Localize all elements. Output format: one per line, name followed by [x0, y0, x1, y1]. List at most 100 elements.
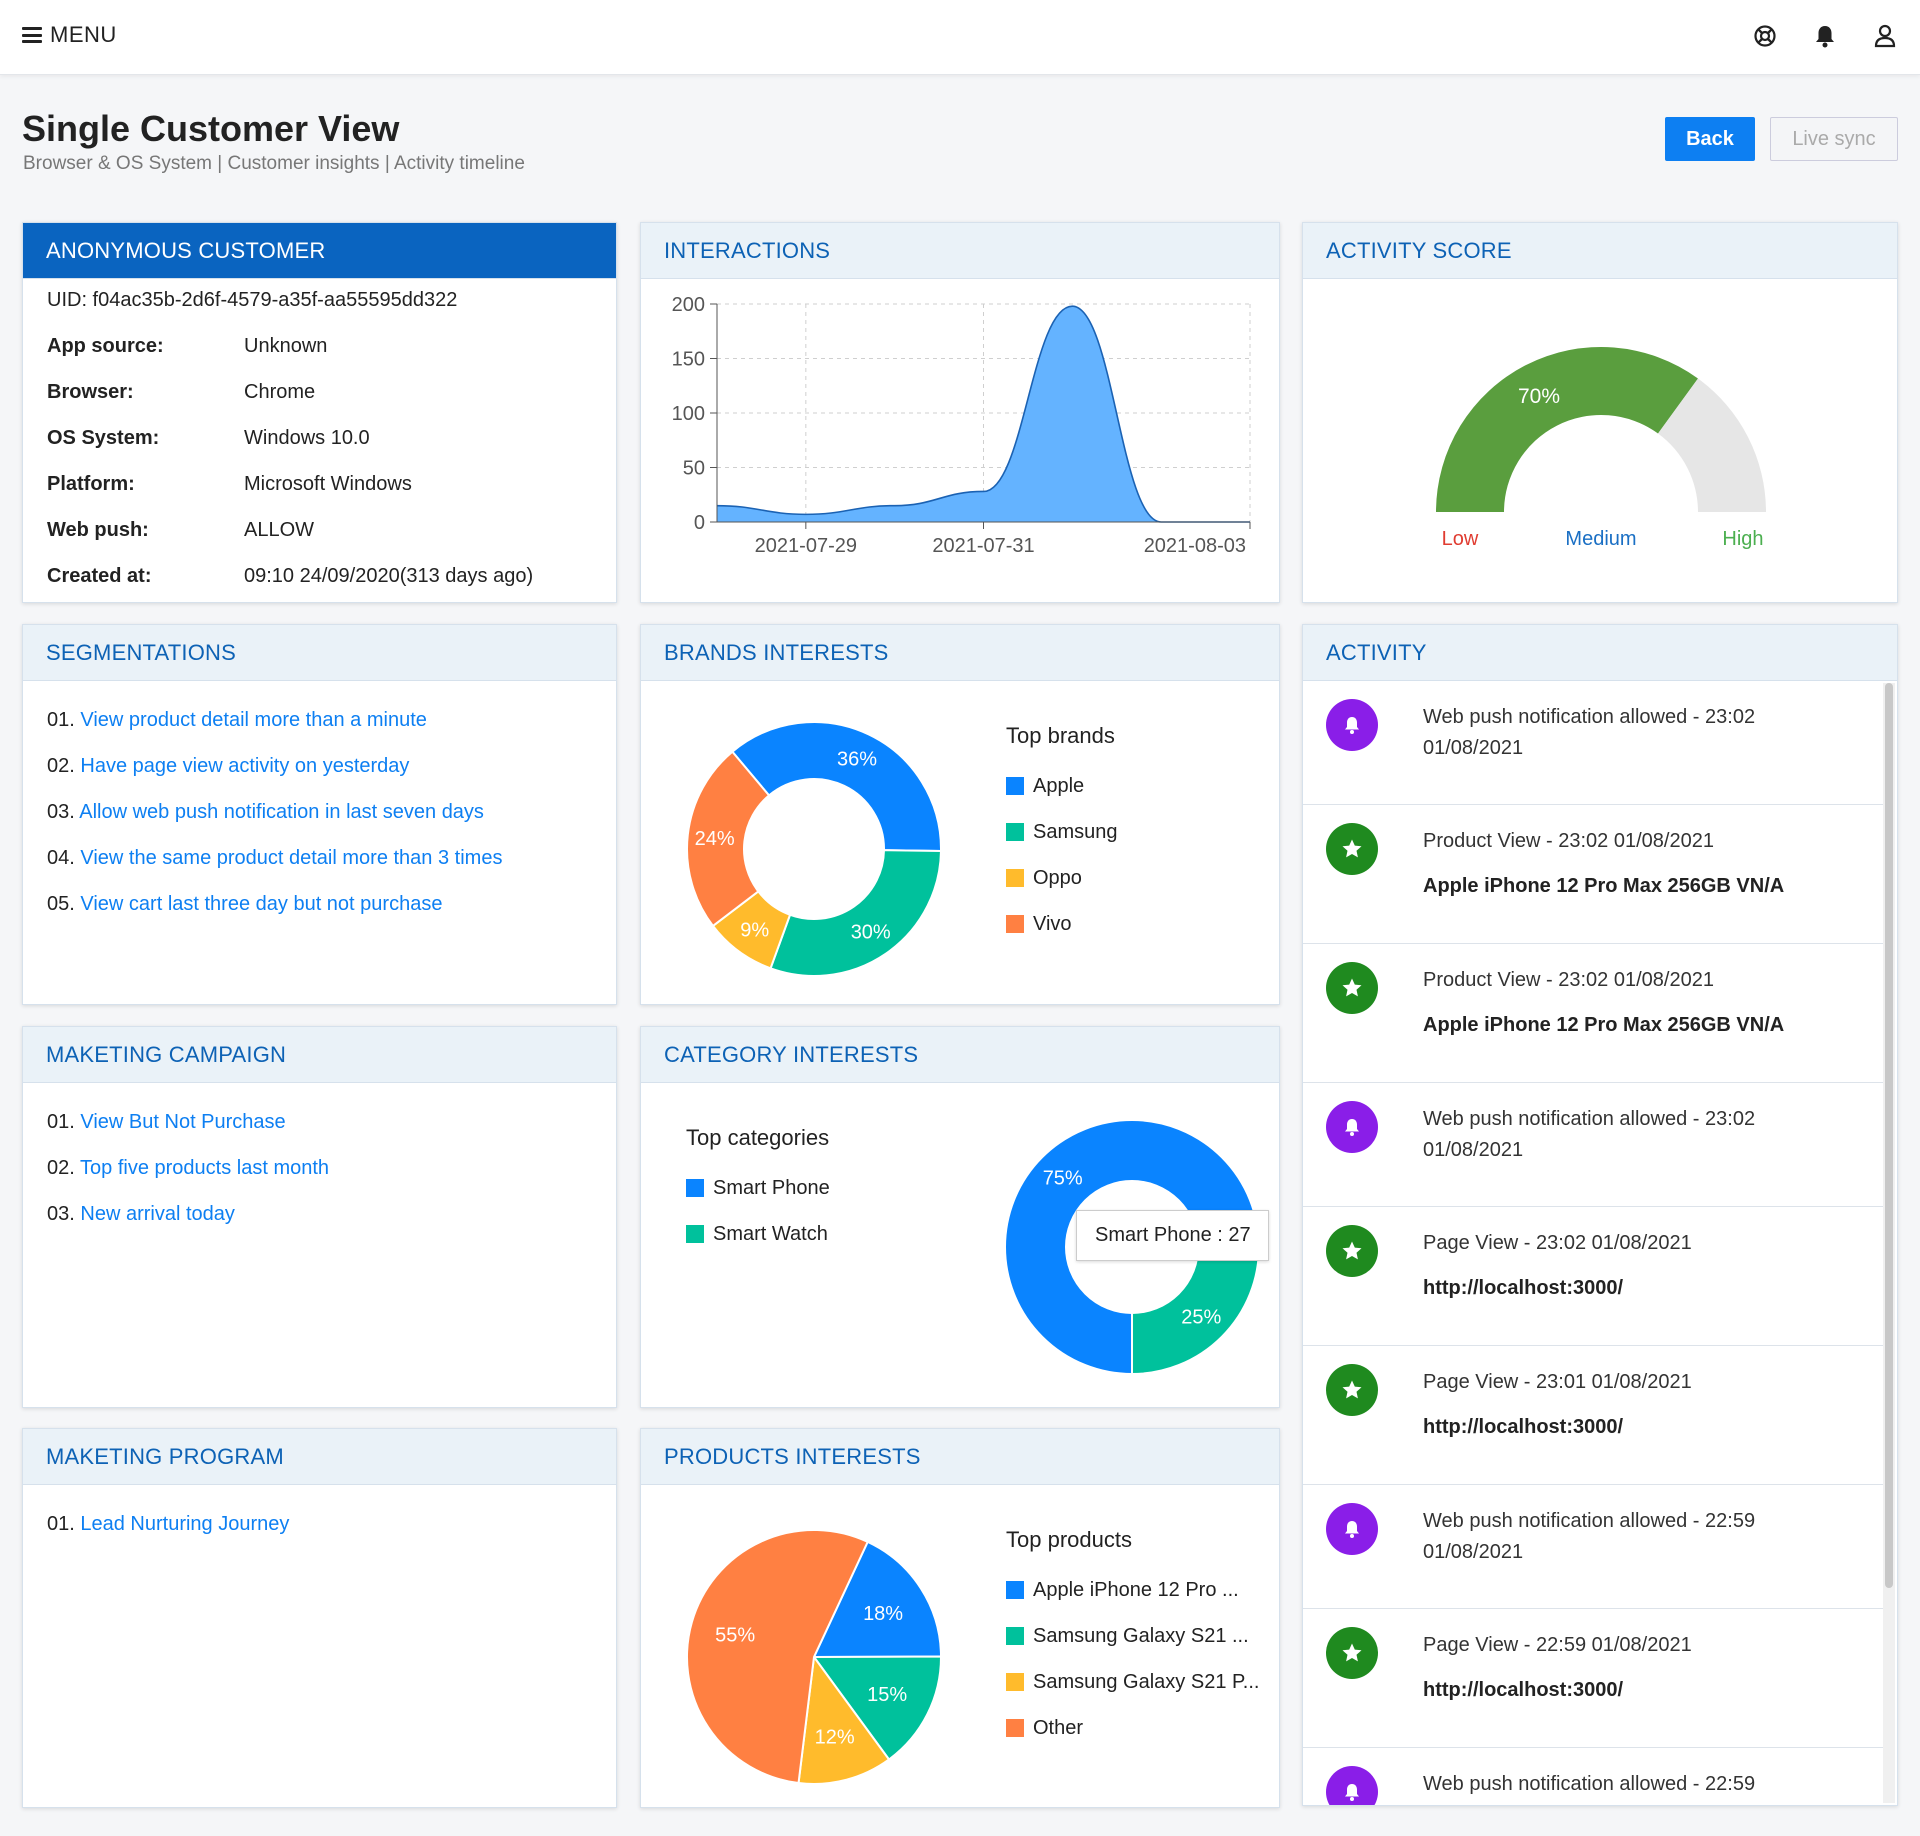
campaign-link[interactable]: View But Not Purchase — [80, 1111, 286, 1133]
legend-item[interactable]: Samsung Galaxy S21 P... — [1006, 1659, 1259, 1705]
info-key: Browser: — [47, 381, 134, 403]
x-tick-label: 2021-07-31 — [932, 535, 1034, 557]
legend-label: Samsung Galaxy S21 P... — [1033, 1670, 1260, 1693]
activity-item[interactable]: Product View - 23:02 01/08/2021 Apple iPh… — [1303, 805, 1883, 944]
campaign-link[interactable]: Top five products last month — [80, 1157, 330, 1179]
activity-text: Product View - 23:02 01/08/2021 — [1423, 969, 1714, 991]
interactions-line — [716, 305, 1250, 523]
activity-gauge: 70% Low Medium High — [1436, 347, 1766, 550]
support-icon[interactable] — [1752, 22, 1778, 50]
activity-feed[interactable]: Web push notification allowed - 23:02 01… — [1303, 681, 1883, 1805]
star-icon — [1326, 823, 1378, 875]
categories-donut-chart: 75% 25% — [1004, 1119, 1261, 1376]
segment-link[interactable]: Allow web push notification in last seve… — [79, 801, 484, 823]
item-number: 02. — [47, 755, 75, 777]
categories-card: CATEGORY INTERESTS Top categories Smart … — [640, 1026, 1280, 1408]
info-row-browser: Browser: Chrome — [47, 381, 315, 404]
info-value: Unknown — [244, 335, 328, 357]
segment-link[interactable]: View cart last three day but not purchas… — [80, 893, 443, 915]
gauge-label: Medium — [1565, 528, 1636, 550]
legend-item[interactable]: Smart Watch — [686, 1211, 830, 1257]
star-icon — [1326, 1627, 1378, 1679]
activity-item[interactable]: Page View - 22:59 01/08/2021 http://local… — [1303, 1609, 1883, 1748]
activity-text: Web push notification allowed - 23:02 01… — [1423, 706, 1756, 759]
menu-button[interactable]: MENU — [22, 22, 117, 48]
activity-text: Web push notification allowed - 23:02 01… — [1423, 1108, 1756, 1161]
activity-detail: Apple iPhone 12 Pro Max 256GB VN/A — [1423, 1014, 1785, 1036]
info-row-web-push: Web push: ALLOW — [47, 519, 314, 542]
activity-item[interactable]: Web push notification allowed - 22:59 01… — [1303, 1748, 1883, 1805]
back-button[interactable]: Back — [1665, 117, 1755, 161]
pie-slice — [686, 750, 771, 928]
segment-link[interactable]: Have page view activity on yesterday — [80, 755, 410, 777]
legend-swatch — [1006, 1719, 1024, 1737]
list-item: 02. Have page view activity on yesterday — [47, 743, 502, 789]
info-row-app-source: App source: Unknown — [47, 335, 327, 358]
item-number: 03. — [47, 1203, 75, 1225]
customer-card: ANONYMOUS CUSTOMER UID: f04ac35b-2d6f-45… — [22, 222, 617, 603]
item-number: 01. — [47, 1111, 75, 1133]
legend-item[interactable]: Samsung Galaxy S21 ... — [1006, 1613, 1259, 1659]
activity-scrollbar[interactable] — [1883, 683, 1895, 1803]
activity-item[interactable]: Web push notification allowed - 23:02 01… — [1303, 1083, 1883, 1207]
legend-label: Samsung Galaxy S21 ... — [1033, 1624, 1249, 1647]
legend-item[interactable]: Oppo — [1006, 855, 1118, 901]
bell-icon — [1326, 1503, 1378, 1555]
legend-label: Vivo — [1033, 912, 1072, 935]
slice-label: 12% — [815, 1726, 855, 1748]
info-value: 09:10 24/09/2020(313 days ago) — [244, 565, 534, 587]
legend-item[interactable]: Apple iPhone 12 Pro ... — [1006, 1567, 1259, 1613]
legend-item[interactable]: Smart Phone — [686, 1165, 830, 1211]
activity-item[interactable]: Web push notification allowed - 22:59 01… — [1303, 1485, 1883, 1609]
list-item: 01. View product detail more than a minu… — [47, 697, 502, 743]
interactions-card-title: INTERACTIONS — [641, 223, 1279, 279]
info-value: Chrome — [244, 381, 316, 403]
segment-link[interactable]: View the same product detail more than 3… — [80, 847, 503, 869]
program-link[interactable]: Lead Nurturing Journey — [80, 1513, 290, 1535]
activity-text: Page View - 23:01 01/08/2021 — [1423, 1371, 1692, 1393]
list-item: 05. View cart last three day but not pur… — [47, 881, 502, 927]
star-icon — [1326, 962, 1378, 1014]
y-tick-label: 100 — [672, 403, 705, 425]
interactions-card: INTERACTIONS 0 50 100 150 200 2021-07-29 2021-… — [640, 222, 1280, 603]
legend-label: Samsung — [1033, 820, 1118, 843]
legend-item[interactable]: Samsung — [1006, 809, 1118, 855]
products-card-title: PRODUCTS INTERESTS — [641, 1429, 1279, 1485]
categories-legend: Top categories Smart Phone Smart Watch — [686, 1125, 830, 1257]
user-icon[interactable] — [1872, 22, 1898, 50]
top-icons — [1752, 22, 1898, 50]
bell-icon — [1326, 1101, 1378, 1153]
list-item: 04. View the same product detail more th… — [47, 835, 502, 881]
menu-label: MENU — [50, 22, 117, 47]
legend-swatch — [1006, 1627, 1024, 1645]
activity-item[interactable]: Web push notification allowed - 23:02 01… — [1303, 681, 1883, 805]
activity-item[interactable]: Page View - 23:01 01/08/2021 http://local… — [1303, 1346, 1883, 1485]
info-row-os-system: OS System: Windows 10.0 — [47, 427, 370, 450]
item-number: 01. — [47, 1513, 75, 1535]
activity-item[interactable]: Page View - 23:02 01/08/2021 http://local… — [1303, 1207, 1883, 1346]
slice-label: 15% — [867, 1684, 907, 1706]
slice-label: 55% — [715, 1624, 755, 1646]
y-tick-label: 200 — [672, 294, 705, 316]
activity-item[interactable]: Product View - 23:02 01/08/2021 Apple iPh… — [1303, 944, 1883, 1083]
breadcrumb: Browser & OS System | Customer insights … — [23, 153, 525, 174]
info-key: Platform: — [47, 473, 135, 495]
gauge-fill — [1436, 347, 1698, 512]
campaign-link[interactable]: New arrival today — [80, 1203, 235, 1225]
pie-slice — [769, 849, 943, 977]
legend-item[interactable]: Vivo — [1006, 901, 1118, 947]
legend-item[interactable]: Apple — [1006, 763, 1118, 809]
gauge-value-label: 70% — [1518, 385, 1560, 408]
gauge-track — [1658, 378, 1766, 512]
segment-link[interactable]: View product detail more than a minute — [80, 709, 427, 731]
legend-label: Apple — [1033, 774, 1085, 797]
star-icon — [1326, 1225, 1378, 1277]
scrollbar-thumb[interactable] — [1885, 683, 1893, 1588]
interactions-chart: 0 50 100 150 200 2021-07-29 2021-07-31 2021-08-… — [672, 294, 1251, 557]
legend-item[interactable]: Other — [1006, 1705, 1259, 1751]
item-number: 03. — [47, 801, 75, 823]
bell-icon[interactable] — [1812, 22, 1838, 50]
live-sync-button[interactable]: Live sync — [1770, 117, 1898, 161]
list-item: 03. New arrival today — [47, 1191, 329, 1237]
activity-score-card: ACTIVITY SCORE 70% Low Medium High — [1302, 222, 1898, 603]
